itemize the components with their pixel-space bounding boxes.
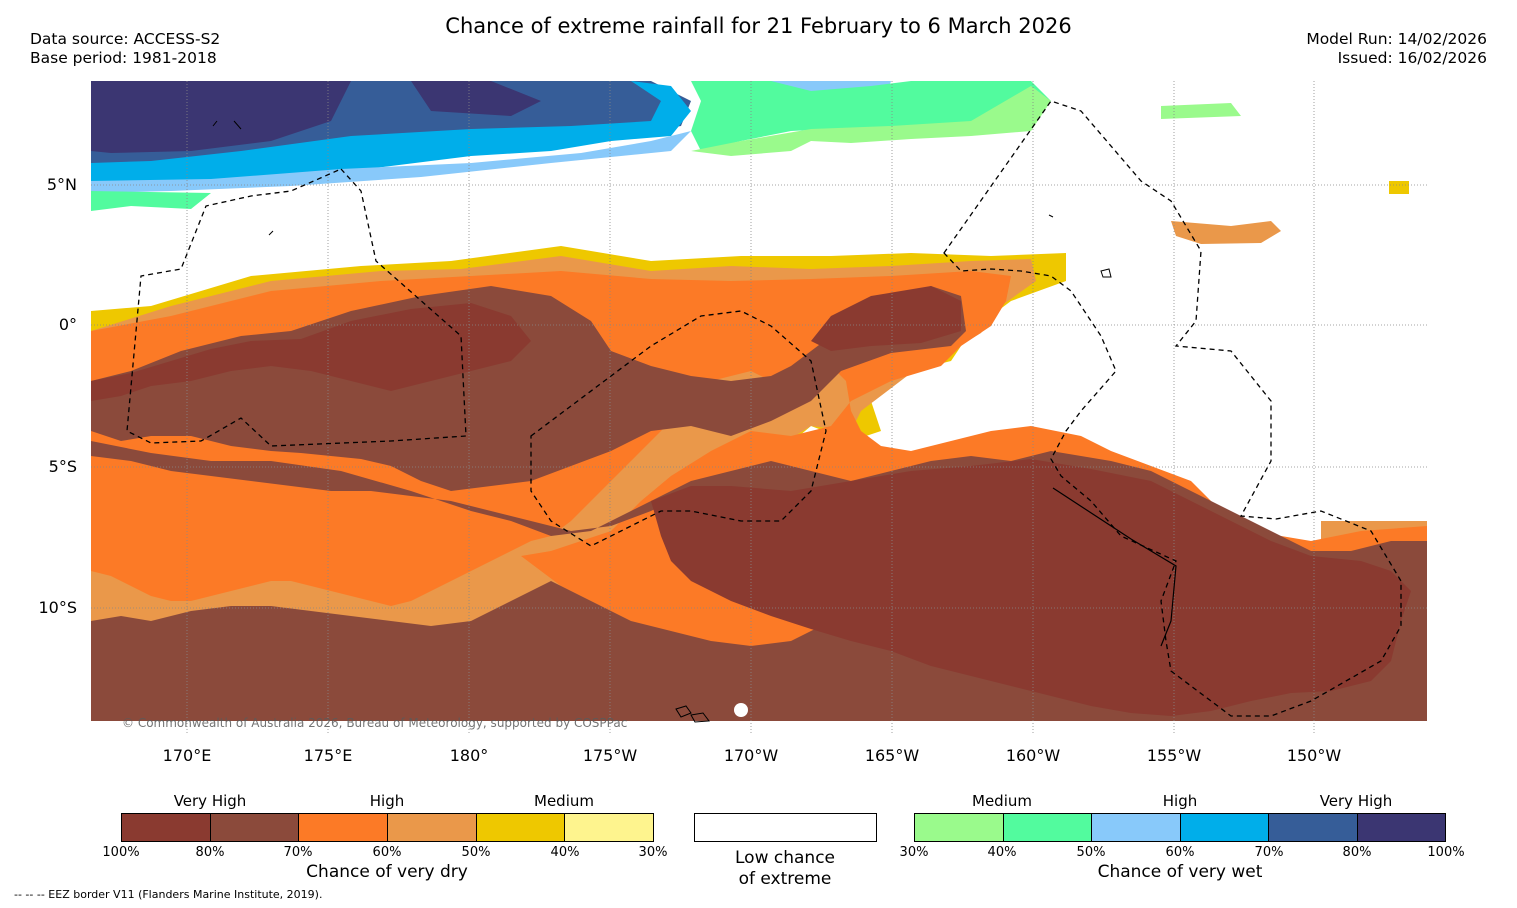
wet-color-bar [914,813,1446,842]
lon-label-175e: 175°E [303,746,353,765]
wet-tick: 50% [1076,845,1106,860]
eez-solid-border [1052,487,1177,647]
wet-swatch [1092,814,1181,841]
dry-tick: 40% [550,845,580,860]
wet-tick: 30% [899,845,929,860]
dry-tick: 100% [102,845,140,860]
dry-tick: 30% [638,845,668,860]
islands [212,120,1112,723]
base-period: Base period: 1981-2018 [30,49,217,67]
dry-zone-north-orange [1171,221,1281,244]
dry-legend-title: Chance of very dry [306,862,468,882]
graticule [91,81,1427,735]
dry-heading-medium: Medium [534,792,594,810]
wet-zone-very-high [91,81,541,153]
copyright-notice: © Commonwealth of Australia 2026, Bureau… [122,716,628,730]
lon-label-150w: 150°W [1286,746,1342,765]
lon-label-170w: 170°W [723,746,779,765]
dry-color-bar [121,813,654,842]
lat-label-5n: 5°N [46,175,77,194]
wet-swatch [1269,814,1358,841]
dry-tick: 80% [195,845,225,860]
wet-heading-high: High [1162,792,1198,810]
dry-heading-very-high: Very High [173,792,247,810]
lon-label-165w: 165°W [864,746,920,765]
dry-swatch [565,814,654,841]
lon-label-170e: 170°E [162,746,212,765]
dry-swatch [210,814,300,841]
wet-tick: 60% [1165,845,1195,860]
dry-swatch [122,814,211,841]
lat-label-10s: 10°S [38,598,77,617]
map-canvas [91,81,1427,735]
lon-label-180: 180° [449,746,489,765]
lon-label-175w: 175°W [582,746,638,765]
wet-zone-medium [91,81,1051,211]
map-title: Chance of extreme rainfall for 21 Februa… [445,14,1072,38]
data-source: Data source: ACCESS-S2 [30,30,221,48]
lon-label-160w: 160°W [1005,746,1061,765]
wet-swatch [1003,814,1092,841]
wet-heading-very-high: Very High [1319,792,1393,810]
dry-tick: 70% [283,845,313,860]
lat-label-0: 0° [58,315,77,334]
wet-zone-cyan [91,81,691,181]
wet-swatch [1357,814,1445,841]
low-legend-line2: of extreme [738,869,832,889]
dry-tick: 50% [461,845,491,860]
dry-swatch [388,814,477,841]
wet-tick: 70% [1254,845,1284,860]
issued-date: Issued: 16/02/2026 [1337,49,1487,67]
wet-swatch [915,814,1004,841]
low-legend-line1: Low chance [735,848,835,868]
dry-swatch [476,814,566,841]
eez-borders [126,100,1402,717]
dry-zone-north-yellow [1389,181,1409,194]
lon-label-155w: 155°W [1146,746,1202,765]
wet-tick: 100% [1427,845,1465,860]
rainfall-map [91,81,1427,735]
lat-label-5s: 5°S [48,457,77,476]
dry-swatch [299,814,389,841]
low-chance-swatch [694,813,877,842]
wet-tick: 40% [987,845,1017,860]
low-swatch [695,814,876,841]
wet-tick: 80% [1342,845,1372,860]
dry-heading-high: High [369,792,405,810]
wet-legend-title: Chance of very wet [1097,862,1263,882]
wet-swatch [1180,814,1269,841]
eez-footnote: -- -- -- EEZ border V11 (Flanders Marine… [14,888,323,901]
dry-tick: 60% [372,845,402,860]
wet-zone-light-green [691,86,1241,156]
model-run: Model Run: 14/02/2026 [1306,30,1487,48]
wet-heading-medium: Medium [972,792,1032,810]
